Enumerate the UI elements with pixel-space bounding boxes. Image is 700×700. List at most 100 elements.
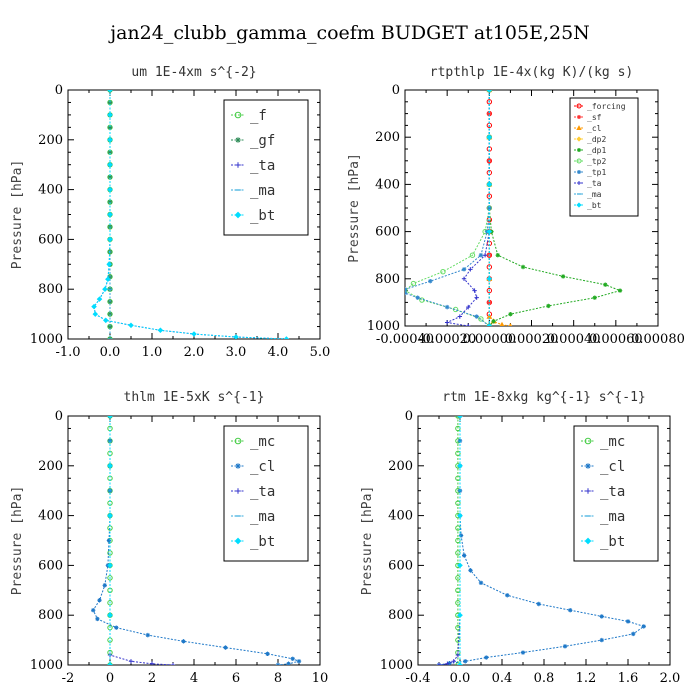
legend-box <box>569 97 639 217</box>
x-tick-label: 4 <box>190 671 198 686</box>
x-tick-label: 1.2 <box>576 671 597 686</box>
y-axis-label: Pressure [hPa] <box>347 153 362 263</box>
data-point <box>436 662 442 665</box>
legend-marker <box>576 158 582 164</box>
data-point <box>107 150 113 155</box>
data-point <box>462 553 467 558</box>
x-tick-label: 0.0 <box>450 671 471 686</box>
data-point <box>107 186 113 193</box>
y-tick-label: 400 <box>375 177 400 192</box>
data-point <box>107 90 113 93</box>
legend-entry: _f <box>250 108 267 124</box>
y-tick-label: 800 <box>38 608 63 623</box>
legend-marker <box>585 463 591 469</box>
data-point <box>283 336 290 339</box>
data-point <box>546 303 551 309</box>
y-tick-label: 200 <box>38 133 63 148</box>
data-point <box>520 264 526 270</box>
y-tick-label: 800 <box>38 282 63 297</box>
data-point <box>181 639 186 644</box>
data-point <box>223 645 228 650</box>
plot-area <box>91 416 302 665</box>
panel-title: thlm 1E-5xK s^{-1} <box>124 390 265 405</box>
data-point <box>286 661 291 665</box>
data-point <box>170 662 176 665</box>
data-point <box>107 662 113 665</box>
data-point <box>410 280 417 287</box>
data-point <box>599 614 604 619</box>
data-point <box>107 125 113 130</box>
y-tick-label: 400 <box>388 509 413 524</box>
data-point <box>625 619 631 624</box>
legend-entry: _bt <box>600 534 625 550</box>
data-point <box>128 659 134 664</box>
y-tick-label: 400 <box>38 509 63 524</box>
y-tick-label: 0 <box>392 83 400 98</box>
legend-entry: _bt <box>250 534 275 550</box>
data-point <box>92 311 99 317</box>
plot-area <box>405 90 623 326</box>
legend-marker <box>235 488 241 494</box>
data-point <box>478 316 484 322</box>
data-point <box>107 324 113 329</box>
data-point <box>599 637 604 643</box>
legend-entry: _ma <box>587 190 602 199</box>
data-point <box>102 286 108 292</box>
data-point <box>128 322 134 329</box>
chart-panel-2: rtpthlp 1E-4x(kg K)/(kg s) Pressure [hPa]… <box>347 65 685 347</box>
data-point <box>107 562 113 569</box>
y-tick-label: 400 <box>38 183 63 198</box>
series-bt <box>457 416 463 665</box>
y-tick-label: 600 <box>38 558 63 573</box>
data-point <box>457 416 463 419</box>
data-point <box>486 228 493 235</box>
y-tick-label: 1000 <box>367 319 400 334</box>
data-point <box>97 598 102 603</box>
legend-entry: _ta <box>587 179 602 188</box>
data-point <box>461 276 467 281</box>
x-tick-label: 4.0 <box>268 345 289 360</box>
y-axis-label: Pressure [hPa] <box>360 486 375 596</box>
y-tick-label: 200 <box>388 459 413 474</box>
y-tick-label: 0 <box>55 409 63 424</box>
data-point <box>107 174 113 180</box>
x-tick-label: 0.00000 <box>462 332 516 347</box>
x-tick-label: 8 <box>274 671 282 686</box>
data-point <box>474 295 479 300</box>
data-point <box>107 112 113 118</box>
legend-entry: _ta <box>250 484 275 500</box>
data-point <box>468 568 473 573</box>
legend-marker <box>576 136 582 142</box>
legend: _f _gf _ta _ma _bt <box>223 99 309 236</box>
x-tick-label: -2 <box>62 671 75 686</box>
data-point <box>466 323 471 326</box>
legend-marker <box>235 137 241 143</box>
data-point <box>233 334 239 339</box>
x-tick-label: 0.00060 <box>589 332 643 347</box>
legend-marker <box>234 111 242 119</box>
x-tick-label: 5.0 <box>310 345 331 360</box>
x-tick-label: 1.6 <box>618 671 639 686</box>
data-point <box>457 612 463 618</box>
data-point <box>478 253 484 258</box>
series-bt <box>91 90 290 339</box>
data-point <box>508 322 513 326</box>
legend-marker <box>235 463 241 469</box>
data-point <box>455 475 461 481</box>
legend: _mc _cl _ta _ma _bt <box>223 425 309 562</box>
legend-marker <box>576 202 582 208</box>
data-point <box>486 287 493 294</box>
legend-marker <box>577 148 581 152</box>
data-point <box>444 304 450 310</box>
y-tick-label: 200 <box>38 459 63 474</box>
data-point <box>457 562 463 569</box>
y-tick-label: 200 <box>375 130 400 145</box>
data-point <box>487 111 492 116</box>
figure-title: jan24_clubb_gamma_coefm BUDGET at105E,25… <box>108 22 590 44</box>
data-point <box>466 304 471 310</box>
legend-marker <box>577 170 581 174</box>
data-point <box>107 600 113 606</box>
data-point <box>505 593 510 598</box>
x-tick-label: -1.0 <box>55 345 80 360</box>
legend-marker <box>584 537 592 545</box>
